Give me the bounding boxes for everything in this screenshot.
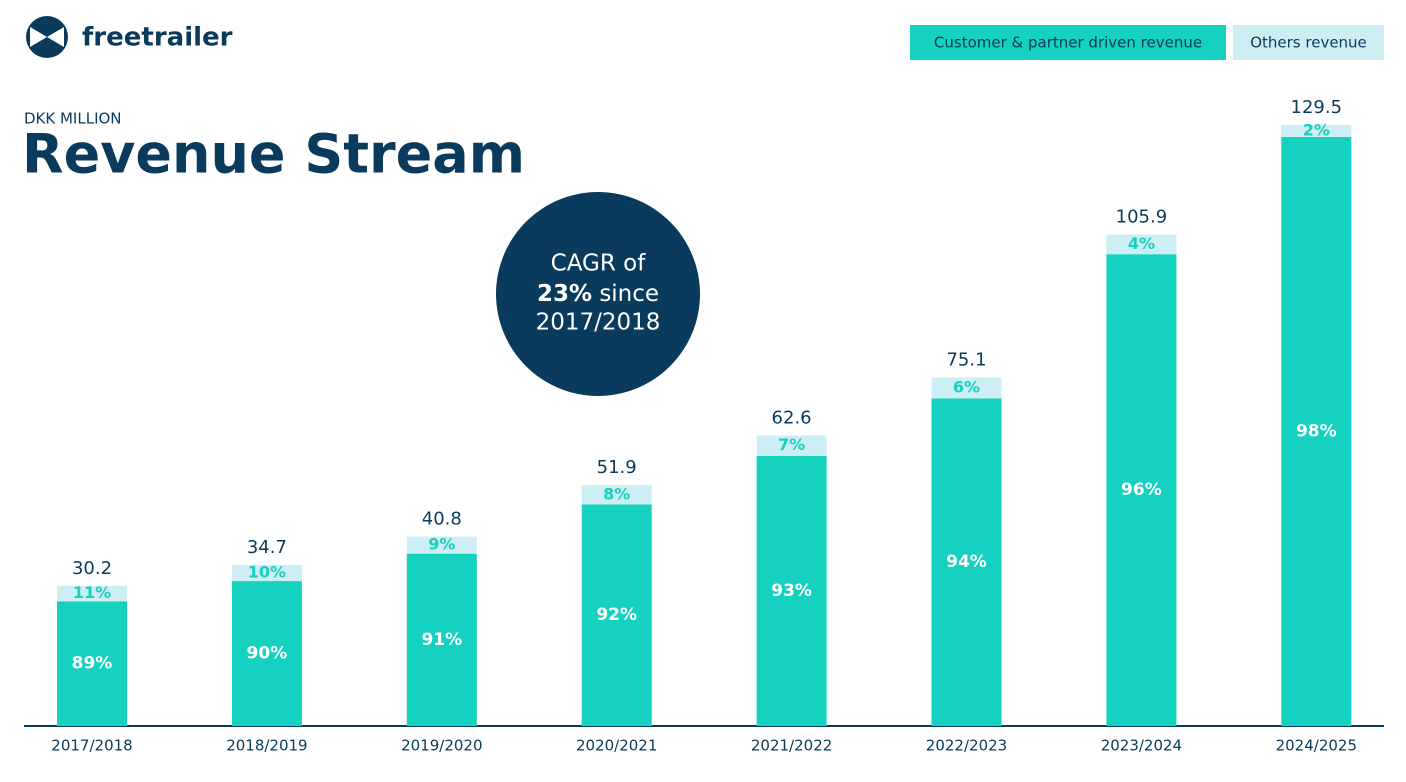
value-label: 11%	[73, 583, 111, 602]
legend-swatch	[1233, 25, 1384, 60]
value-label: 10%	[248, 563, 286, 582]
total-label: 105.9	[1116, 207, 1168, 228]
total-label: 40.8	[422, 509, 462, 530]
legend-label: Others revenue	[1250, 34, 1367, 52]
value-label: 8%	[603, 484, 630, 503]
annotation-bold: 23%	[537, 281, 592, 307]
value-label: 90%	[247, 644, 288, 664]
value-label: 91%	[421, 630, 462, 650]
annotation-line: 23% since	[537, 281, 659, 307]
x-tick-label: 2018/2019	[226, 737, 307, 755]
annotation-text: since	[599, 281, 659, 307]
value-label: 89%	[72, 654, 113, 674]
value-label: 93%	[771, 581, 812, 601]
value-label: 4%	[1128, 234, 1155, 253]
bar-segment	[581, 504, 652, 726]
bar-segment	[406, 553, 477, 726]
total-label: 129.5	[1291, 97, 1343, 118]
bar-segment	[1106, 254, 1177, 727]
bar-segment	[231, 564, 302, 582]
bar-segment	[1281, 125, 1352, 138]
value-label: 9%	[428, 535, 455, 554]
bar-segment	[1106, 234, 1177, 255]
bar-segment	[581, 485, 652, 505]
x-tick-label: 2022/2023	[926, 737, 1007, 755]
value-label: 94%	[946, 552, 987, 572]
legend-swatch	[910, 25, 1226, 60]
value-label: 2%	[1303, 121, 1330, 140]
total-label: 34.7	[247, 537, 287, 558]
legend-label: Customer & partner driven revenue	[934, 34, 1202, 52]
x-tick-label: 2021/2022	[751, 737, 832, 755]
annotation: CAGR of 23% since 2017/2018	[496, 192, 700, 396]
value-label: 98%	[1296, 422, 1337, 442]
annotation-line: CAGR of	[551, 251, 647, 277]
total-label: 75.1	[946, 349, 986, 370]
logo: freetrailer	[26, 16, 233, 58]
bar-segment	[231, 581, 302, 726]
brand: freetrailer	[82, 23, 233, 53]
x-tick-label: 2024/2025	[1276, 737, 1357, 755]
total-label: 62.6	[772, 407, 812, 428]
value-label: 7%	[778, 435, 805, 454]
bar-segment	[756, 455, 827, 726]
bar-segment	[57, 585, 127, 602]
total-label: 51.9	[597, 457, 637, 478]
bar-segment	[756, 435, 827, 456]
annotation-circle	[496, 192, 700, 396]
value-label: 96%	[1121, 480, 1162, 500]
chart-title: Revenue Stream	[22, 123, 525, 186]
subtitle: DKK MILLION	[24, 110, 122, 128]
bar-segment	[1281, 137, 1352, 726]
logo-x	[30, 27, 64, 47]
value-label: 6%	[953, 377, 980, 396]
annotation-line: 2017/2018	[536, 310, 661, 336]
x-tick-label: 2017/2018	[51, 737, 132, 755]
bar-segment	[931, 377, 1002, 399]
value-label: 92%	[596, 605, 637, 625]
bar-segment	[57, 601, 127, 726]
total-label: 30.2	[72, 558, 112, 579]
bar-segment	[406, 536, 477, 554]
x-tick-label: 2023/2024	[1101, 737, 1182, 755]
bar-segment	[931, 398, 1002, 726]
x-tick-label: 2020/2021	[576, 737, 657, 755]
x-tick-label: 2019/2020	[401, 737, 482, 755]
